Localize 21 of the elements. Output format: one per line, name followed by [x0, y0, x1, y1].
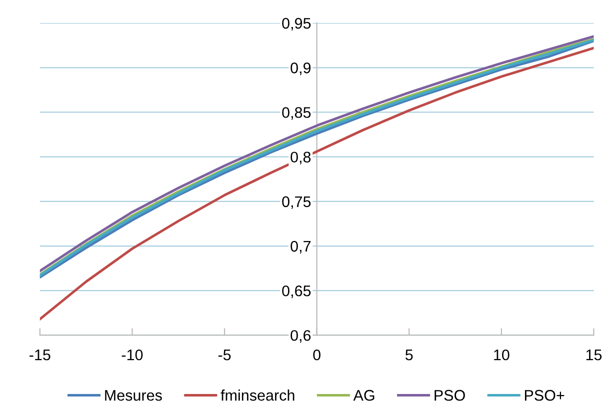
x-tick-label: 0	[313, 349, 320, 360]
legend-label: PSO	[434, 390, 465, 401]
x-tick-label: -15	[30, 350, 50, 360]
legend-label: AG	[353, 390, 374, 401]
x-tick-label: 5	[405, 350, 413, 360]
y-tick-label: 0,75	[282, 196, 311, 209]
x-tick-label: -5	[218, 350, 231, 360]
y-tick-label: 0,65	[282, 285, 311, 298]
y-tick-label: 0,7	[290, 240, 311, 254]
legend-label: PSO+	[524, 390, 564, 401]
y-tick-label: 0,6	[290, 330, 311, 343]
y-tick-label: 0,9	[290, 62, 311, 76]
y-tick-label: 0,8	[290, 152, 311, 164]
x-tick-label: -10	[122, 349, 143, 360]
legend-label: Mesures	[105, 390, 162, 401]
y-tick-label: 0,85	[282, 107, 311, 120]
line-series	[40, 46, 594, 320]
legend-label: fminsearch	[220, 390, 294, 401]
x-tick-label: 15	[586, 350, 602, 360]
x-tick-label: 10	[494, 349, 510, 360]
y-tick-label: 0,95	[282, 18, 311, 31]
